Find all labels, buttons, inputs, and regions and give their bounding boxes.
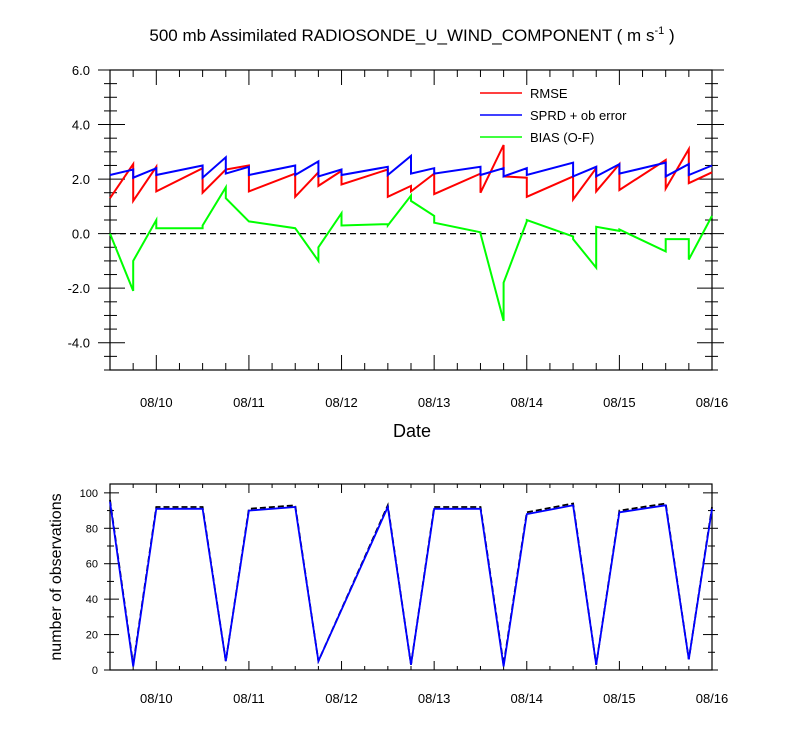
- x-axis-title: Date: [393, 421, 431, 441]
- y-tick-label: 60: [86, 559, 98, 571]
- y-axis-title: number of observations: [48, 493, 65, 660]
- y-tick-label: 4.0: [72, 118, 90, 133]
- x-tick-label: 08/15: [603, 395, 636, 410]
- x-tick-label: 08/16: [696, 691, 729, 706]
- y-tick-label: 80: [86, 523, 98, 535]
- series-line-bias-o-f: [109, 183, 713, 322]
- legend-label: SPRD + ob error: [530, 108, 627, 123]
- legend-label: BIAS (O-F): [530, 130, 594, 145]
- x-tick-label: 08/12: [325, 395, 358, 410]
- x-tick-label: 08/11: [233, 395, 265, 410]
- y-tick-label: 40: [86, 594, 98, 606]
- observations-panel: 08/10 08/11 08/12 08/13 08/14 08/15 08/16 0 20 40…: [48, 483, 729, 706]
- x-tick-label: 08/10: [140, 395, 173, 410]
- x-tick-label: 08/11: [233, 691, 265, 706]
- y-tick-label: 2.0: [72, 172, 90, 187]
- y-tick-label: 6.0: [72, 63, 90, 78]
- chart-title-text: 500 mb Assimilated RADIOSONDE_U_WIND_COM…: [149, 26, 654, 45]
- y-tick-label: 20: [86, 630, 98, 642]
- chart-title-suffix: ): [664, 26, 674, 45]
- y-tick-label: 0: [92, 665, 98, 677]
- x-tick-label: 08/13: [418, 691, 451, 706]
- series-line-sprd-ob-error: [109, 153, 713, 180]
- y-tick-label: -4.0: [68, 336, 90, 351]
- x-tick-label: 08/13: [418, 395, 451, 410]
- x-tick-label: 08/12: [325, 691, 358, 706]
- legend-label: RMSE: [530, 86, 568, 101]
- x-tick-label: 08/14: [510, 691, 543, 706]
- y-tick-label: 100: [80, 488, 98, 500]
- y-tick-label: 0.0: [72, 227, 90, 242]
- chart-title: 500 mb Assimilated RADIOSONDE_U_WIND_COM…: [149, 25, 674, 45]
- x-tick-label: 08/10: [140, 691, 173, 706]
- x-tick-label: 08/16: [696, 395, 729, 410]
- y-tick-label: -2.0: [68, 281, 90, 296]
- x-tick-label: 08/14: [510, 395, 543, 410]
- series-line-possible: [109, 499, 713, 665]
- stats-panel: 08/10 08/11 08/12 08/13 08/14 08/15 08/16 -4.0 -…: [68, 63, 729, 441]
- chart-title-superscript: -1: [654, 25, 664, 37]
- series-line-rmse: [109, 144, 713, 205]
- series-line-used: [109, 501, 713, 667]
- x-tick-label: 08/15: [603, 691, 636, 706]
